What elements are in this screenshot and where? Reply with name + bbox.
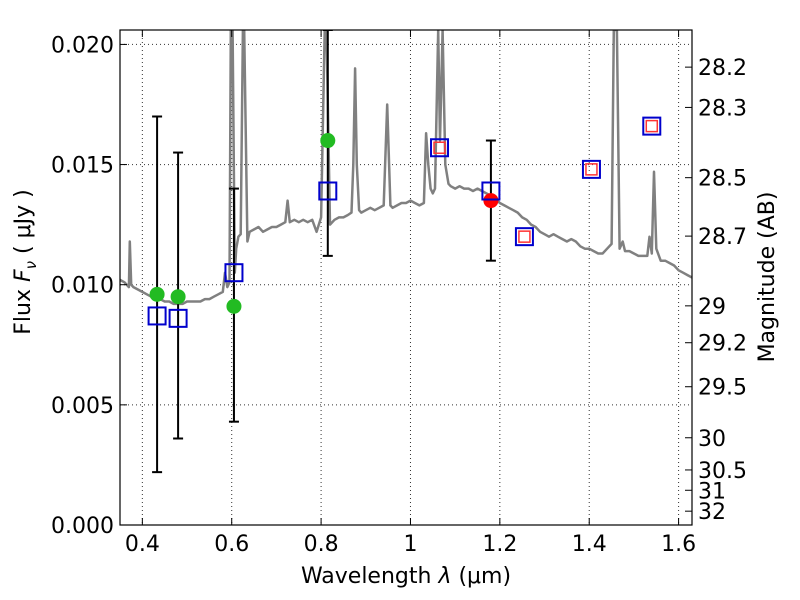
x-axis-label: Wavelength λ (μm) [301,564,511,589]
model-square [430,138,450,158]
x-tick-label: 1.4 [572,532,607,557]
data-point [226,298,242,314]
mag-tick-label: 29.2 [698,332,747,357]
mag-tick-label: 29.5 [698,376,747,401]
mag-tick-label: 32 [698,500,726,525]
plot-area [120,30,692,474]
mag-tick-label: 29 [698,295,726,320]
spectrum-line [120,30,692,306]
y-tick-label: 0.010 [51,274,114,299]
x-tick-label: 1.6 [661,532,696,557]
mag-tick-label: 30.5 [698,459,747,484]
x-tick-label: 0.6 [214,532,249,557]
mag-tick-label: 28.3 [698,96,747,121]
model-square [318,181,338,201]
y-axis-label: Flux Fν ( μJy ) [11,189,40,334]
y-tick-label: 0.015 [51,154,114,179]
data-point [320,133,336,149]
model-square-inner [518,230,531,243]
model-square-inner [645,119,659,133]
data-point [170,289,186,305]
x-tick-label: 0.8 [304,532,339,557]
y-tick-label: 0.005 [51,394,114,419]
right-axis-label: Magnitude (AB) [755,192,780,363]
y-tick-label: 0.000 [51,514,114,539]
data-point [149,286,165,302]
model-square [224,263,244,283]
mag-tick-label: 28.2 [698,56,747,81]
model-square [147,306,167,326]
model-square-inner [585,163,598,176]
plot-frame [119,29,693,526]
mag-tick-label: 30 [698,427,726,452]
model-square [481,181,501,201]
x-tick-label: 1 [403,532,417,557]
model-square [168,308,188,328]
mag-tick-label: 28.7 [698,225,747,250]
model-square [581,159,601,179]
model-square-inner [433,141,446,154]
mag-tick-label: 31 [698,479,726,504]
y-tick-label: 0.020 [51,33,114,58]
x-tick-label: 0.4 [125,532,160,557]
data-point [483,193,499,209]
model-square [514,227,534,247]
grid [120,30,692,526]
x-tick-label: 1.2 [482,532,517,557]
axes: 0.4 0.6 0.8 1 1.2 1.4 1.6 0.000 0.005 0.010 0.015 0… [51,29,747,557]
mag-tick-label: 28.5 [698,167,747,192]
model-square [642,116,662,136]
